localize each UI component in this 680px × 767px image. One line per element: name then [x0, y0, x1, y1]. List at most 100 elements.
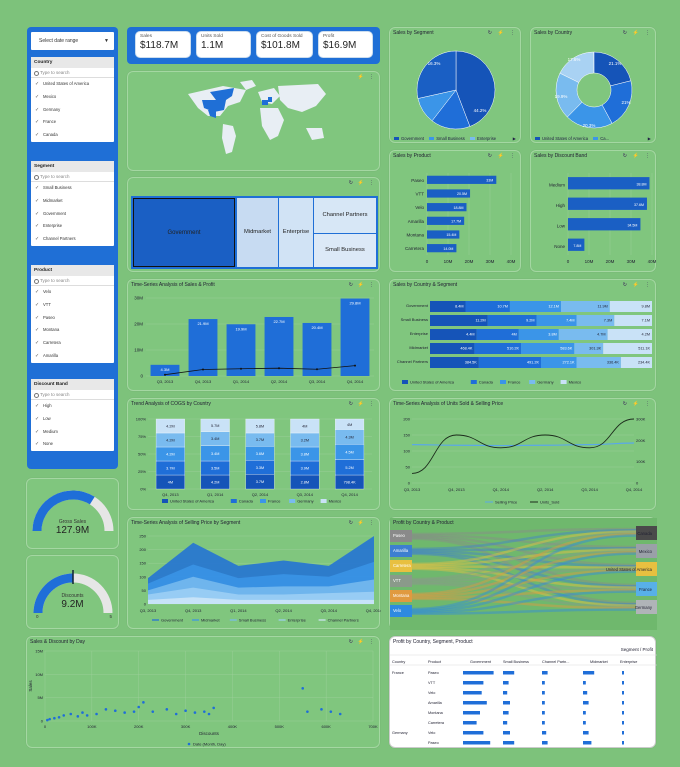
filter-search-input[interactable]: Type to search	[31, 276, 114, 286]
refresh-icon[interactable]: ↻	[622, 282, 627, 288]
sankey-source-label: Paseo	[393, 533, 406, 538]
filter-option[interactable]: France	[31, 116, 114, 129]
filter-option[interactable]: Amarilla	[31, 350, 114, 363]
category-label: High	[556, 203, 566, 208]
sankey-flow	[411, 608, 637, 616]
more-vert-icon[interactable]: ⋮	[369, 639, 374, 645]
filter-header[interactable]: Segment	[31, 161, 114, 172]
filter-option[interactable]: Channel Partners	[31, 233, 114, 246]
refresh-icon[interactable]: ↻	[487, 30, 492, 36]
y-tick: 5M	[37, 695, 43, 700]
bolt-icon[interactable]: ⚡	[632, 401, 639, 407]
donut-page-indicator[interactable]: ▶	[647, 136, 651, 141]
filter-header[interactable]: Discount Band	[31, 379, 114, 390]
filter-option[interactable]: Enterprise	[31, 220, 114, 233]
data-label: 4.7M	[597, 333, 605, 337]
more-vert-icon[interactable]: ⋮	[645, 30, 650, 36]
more-vert-icon[interactable]: ⋮	[369, 180, 374, 186]
data-label: 21.9M	[197, 321, 208, 326]
filter-option[interactable]: Montana	[31, 324, 114, 337]
treemap-cell-small-business[interactable]: Small Business	[314, 234, 376, 267]
filter-option[interactable]: Medium	[31, 426, 114, 439]
refresh-icon[interactable]: ↻	[622, 401, 627, 407]
bolt-icon[interactable]: ⚡	[357, 74, 364, 80]
legend-label: Enterprise	[288, 618, 307, 623]
filter-option[interactable]: Paseo	[31, 312, 114, 325]
stack-segment	[200, 418, 230, 432]
more-vert-icon[interactable]: ⋮	[645, 153, 650, 159]
date-range-picker[interactable]: Select date range ▼	[31, 32, 114, 50]
filter-option[interactable]: Velo	[31, 286, 114, 299]
x-tick: Q4, 2014	[341, 492, 358, 497]
bolt-icon[interactable]: ⚡	[357, 520, 364, 526]
refresh-icon[interactable]: ↻	[348, 282, 353, 288]
filter-option[interactable]: None	[31, 438, 114, 451]
treemap-cell-government[interactable]: Government	[133, 198, 235, 267]
data-point	[57, 715, 61, 719]
bolt-icon[interactable]: ⚡	[357, 639, 364, 645]
refresh-icon[interactable]: ↻	[348, 401, 353, 407]
treemap-cell-midmarket[interactable]: Midmarket	[237, 198, 278, 267]
data-label: 4.4M	[466, 333, 474, 337]
more-vert-icon[interactable]: ⋮	[510, 153, 515, 159]
filter-option[interactable]: Canada	[31, 129, 114, 142]
filter-option[interactable]: VTT	[31, 299, 114, 312]
more-vert-icon[interactable]: ⋮	[510, 30, 515, 36]
pivot-bar	[622, 671, 624, 675]
treemap-cell-channel-partners[interactable]: Channel Partners	[314, 198, 376, 233]
data-label: 7.8M	[573, 244, 581, 248]
filter-option[interactable]: Mexico	[31, 91, 114, 104]
x-tick: 0	[567, 259, 570, 264]
filter-option[interactable]: Low	[31, 413, 114, 426]
data-label: 510.2K	[507, 347, 520, 351]
filter-search-input[interactable]: Type to search	[31, 172, 114, 182]
more-vert-icon[interactable]: ⋮	[645, 401, 650, 407]
more-vert-icon[interactable]: ⋮	[369, 401, 374, 407]
data-point	[212, 706, 215, 710]
bolt-icon[interactable]: ⚡	[497, 30, 504, 36]
data-label: 3.8M	[548, 333, 556, 337]
filter-search-input[interactable]: Type to search	[31, 68, 114, 78]
category-label: Velo	[415, 205, 424, 210]
more-vert-icon[interactable]: ⋮	[645, 282, 650, 288]
units-price-card: Time-Series Analysis of Units Sold & Sel…	[389, 398, 656, 510]
bolt-icon[interactable]: ⚡	[357, 401, 364, 407]
bolt-icon[interactable]: ⚡	[357, 282, 364, 288]
profit-sankey-chart: Paseo Amarilla Carretera VTT Montana Velo Cana…	[390, 518, 657, 630]
more-vert-icon[interactable]: ⋮	[369, 282, 374, 288]
refresh-icon[interactable]: ↻	[622, 30, 627, 36]
refresh-icon[interactable]: ↻	[487, 153, 492, 159]
filter-search-input[interactable]: Type to search	[31, 390, 114, 400]
data-point	[329, 710, 333, 713]
more-vert-icon[interactable]: ⋮	[369, 520, 374, 526]
treemap-cell-enterprise[interactable]: Enterprise	[279, 198, 313, 267]
filter-option[interactable]: Government	[31, 208, 114, 221]
bolt-icon[interactable]: ⚡	[632, 30, 639, 36]
filter-option[interactable]: United States of America	[31, 78, 114, 91]
kpi-profit: Profit $16.9M	[318, 31, 373, 58]
data-label: 336.4K	[607, 361, 620, 365]
segment-bar	[576, 315, 615, 326]
row-label: Midmarket	[409, 345, 429, 350]
filter-option[interactable]: Carretera	[31, 337, 114, 350]
profit-point	[278, 367, 280, 370]
refresh-icon[interactable]: ↻	[348, 520, 353, 526]
filter-option[interactable]: Small Business	[31, 182, 114, 195]
x-tick: 20M	[606, 259, 615, 264]
bolt-icon[interactable]: ⚡	[497, 153, 504, 159]
refresh-icon[interactable]: ↻	[348, 639, 353, 645]
filter-option[interactable]: High	[31, 400, 114, 413]
pie-page-indicator[interactable]: ▶	[512, 136, 516, 141]
filter-option[interactable]: Midmarket	[31, 195, 114, 208]
filter-option[interactable]: Germany	[31, 104, 114, 117]
card-title: Profit by Country, Segment, Product	[393, 639, 473, 645]
bolt-icon[interactable]: ⚡	[632, 282, 639, 288]
data-point	[81, 711, 84, 714]
more-vert-icon[interactable]: ⋮	[369, 74, 374, 80]
bolt-icon[interactable]: ⚡	[632, 153, 639, 159]
filter-header[interactable]: Country	[31, 57, 114, 68]
refresh-icon[interactable]: ↻	[348, 180, 353, 186]
bolt-icon[interactable]: ⚡	[357, 180, 364, 186]
refresh-icon[interactable]: ↻	[622, 153, 627, 159]
filter-header[interactable]: Product	[31, 265, 114, 276]
